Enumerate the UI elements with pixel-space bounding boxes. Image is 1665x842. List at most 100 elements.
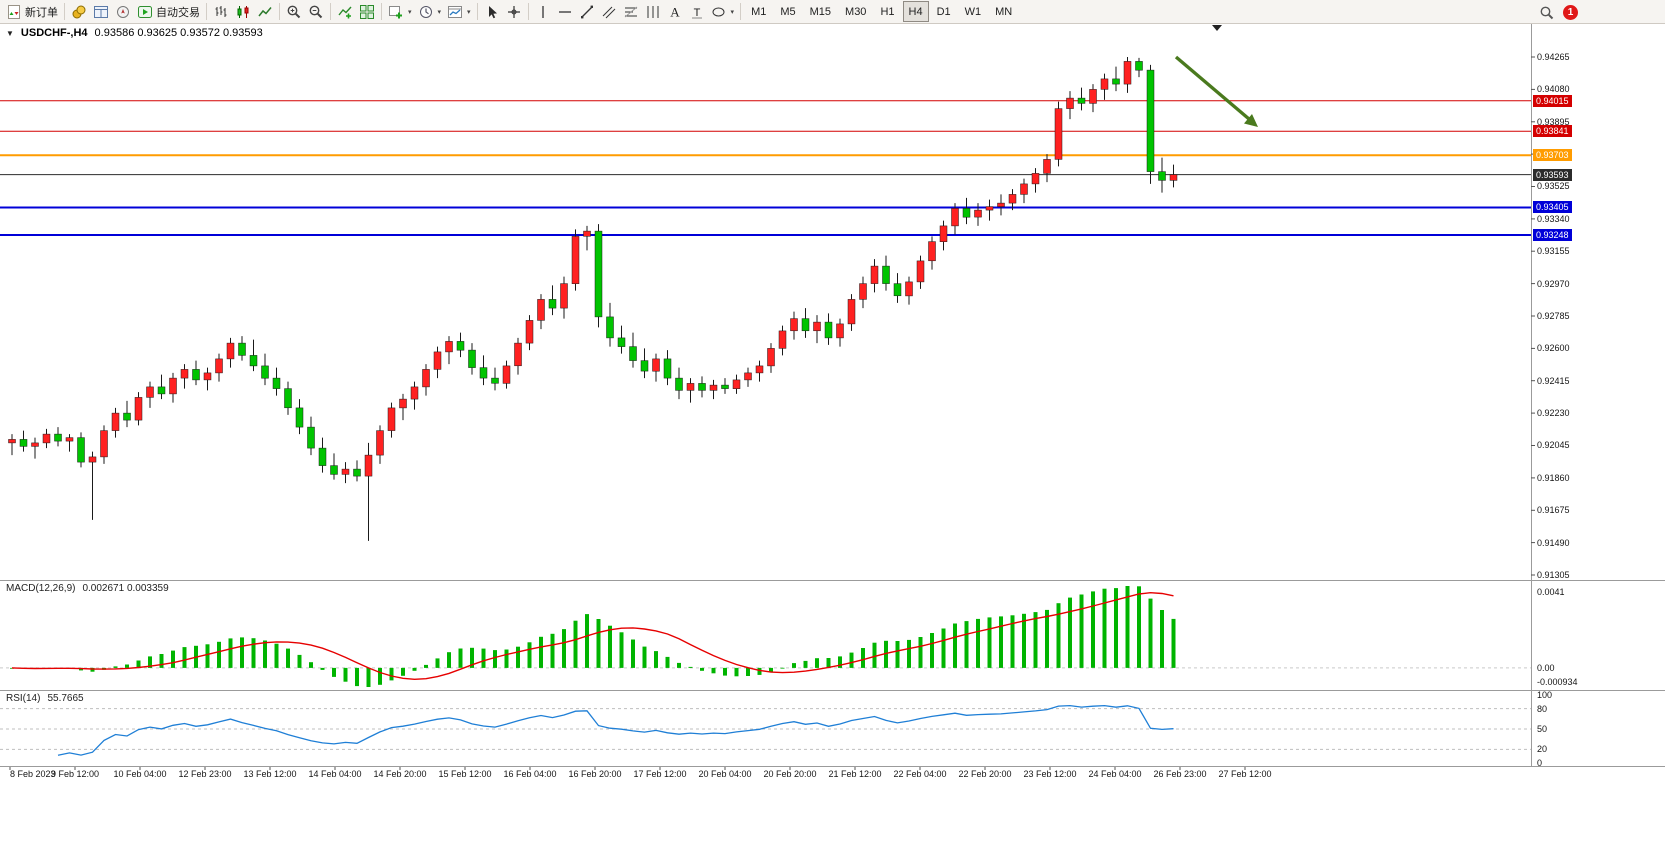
timeframe-group: M1 M5 M15 M30 H1 H4 D1 W1 MN <box>744 1 1019 22</box>
notification-badge[interactable]: 1 <box>1563 5 1578 20</box>
data-window-icon <box>93 4 109 20</box>
new-order-button[interactable]: 新订单 <box>3 1 61 22</box>
trendline-tool-button[interactable] <box>576 1 598 22</box>
indicators-icon <box>337 4 353 20</box>
line-chart-button[interactable] <box>254 1 276 22</box>
zoom-out-icon <box>308 4 324 20</box>
add-indicator-icon <box>388 4 404 20</box>
trendline-icon <box>579 4 595 20</box>
indicators-button[interactable] <box>334 1 356 22</box>
market-watch-icon <box>71 4 87 20</box>
template-button[interactable]: ▾ <box>444 1 474 22</box>
tile-windows-button[interactable] <box>356 1 378 22</box>
vertical-line-icon <box>535 4 551 20</box>
cycle-lines-tool-button[interactable] <box>642 1 664 22</box>
timeframe-button-m15[interactable]: M15 <box>809 5 832 18</box>
rsi-name: RSI(14) <box>6 693 41 704</box>
navigator-icon <box>115 4 131 20</box>
toolbar-right-group: 1 <box>1536 2 1578 23</box>
tile-windows-icon <box>359 4 375 20</box>
macd-label: MACD(12,26,9) 0.002671 0.003359 <box>6 583 169 594</box>
zoom-out-button[interactable] <box>305 1 327 22</box>
timeframe-button-h4[interactable]: H4 <box>902 1 929 22</box>
new-order-icon <box>6 4 22 20</box>
toolbar-separator <box>476 3 478 20</box>
toolbar-separator <box>740 3 742 20</box>
price-badge-support[interactable]: 0.93248 <box>1533 229 1572 241</box>
chart-ohlc-values: 0.93586 0.93625 0.93572 0.93593 <box>94 27 263 39</box>
timeframe-button-m30[interactable]: M30 <box>845 5 867 18</box>
clock-icon <box>418 4 434 20</box>
shapes-icon <box>711 4 727 20</box>
svg-text:T: T <box>693 7 700 19</box>
macd-values: 0.002671 0.003359 <box>82 583 169 594</box>
period-selector-button[interactable]: ▾ <box>415 1 445 22</box>
template-icon <box>447 4 463 20</box>
label-tool-button[interactable]: T <box>686 1 708 22</box>
toolbar-separator <box>330 3 331 20</box>
r si-label: RSI(14) 55.7665 <box>6 693 84 704</box>
bar-chart-button[interactable] <box>210 1 232 22</box>
search-icon <box>1539 5 1555 21</box>
rsi-value: 55.7665 <box>47 693 84 704</box>
chart-collapse-icon[interactable]: ▼ <box>6 28 14 38</box>
toolbar-separator <box>206 3 207 20</box>
line-chart-icon <box>257 4 273 20</box>
add-indicator-button[interactable]: ▾ <box>385 1 415 22</box>
toolbar-separator <box>527 3 529 20</box>
data-window-button[interactable] <box>90 1 112 22</box>
timeframe-button-d1[interactable]: D1 <box>936 5 951 18</box>
chevron-down-icon: ▾ <box>467 8 471 16</box>
cursor-icon <box>484 4 500 20</box>
zoom-in-button[interactable] <box>283 1 305 22</box>
vertical-line-tool-button[interactable] <box>532 1 554 22</box>
candlestick-chart-icon <box>235 4 251 20</box>
chevron-down-icon: ▾ <box>408 8 412 16</box>
timeframe-button-mn[interactable]: MN <box>995 5 1013 18</box>
chart-symbol-period: USDCHF-,H4 <box>20 27 88 39</box>
channel-icon <box>601 4 617 20</box>
autotrading-label: 自动交易 <box>156 6 200 19</box>
search-button[interactable] <box>1536 2 1558 23</box>
price-badge-support[interactable]: 0.93405 <box>1533 201 1572 213</box>
chart-shift-marker <box>1212 25 1222 31</box>
bar-chart-icon <box>213 4 229 20</box>
autotrading-button[interactable]: 自动交易 <box>134 1 203 22</box>
autotrading-icon <box>137 4 153 20</box>
timeframe-button-h1[interactable]: H1 <box>880 5 895 18</box>
new-order-label: 新订单 <box>25 6 58 19</box>
channel-tool-button[interactable] <box>598 1 620 22</box>
price-badge-resistance[interactable]: 0.93841 <box>1533 125 1572 137</box>
timeframe-button-w1[interactable]: W1 <box>964 5 982 18</box>
toolbar-separator <box>64 3 65 20</box>
fibonacci-tool-button[interactable] <box>620 1 642 22</box>
candlestick-chart-button[interactable] <box>232 1 254 22</box>
macd-name: MACD(12,26,9) <box>6 583 76 594</box>
market-watch-button[interactable] <box>68 1 90 22</box>
crosshair-tool-button[interactable] <box>503 1 525 22</box>
cycle-lines-icon <box>645 4 661 20</box>
price-badge-pivot[interactable]: 0.93703 <box>1533 149 1572 161</box>
fibonacci-icon <box>623 4 639 20</box>
chevron-down-icon: ▾ <box>437 8 442 16</box>
text-tool-button[interactable]: A <box>664 1 686 22</box>
horizontal-line-tool-button[interactable] <box>554 1 576 22</box>
timeframe-button-m5[interactable]: M5 <box>780 5 796 18</box>
chevron-down-icon: ▾ <box>730 8 735 16</box>
chart-title: ▼ USDCHF-,H4 0.93586 0.93625 0.93572 0.9… <box>6 27 263 39</box>
shapes-tool-button[interactable]: ▾ <box>708 1 738 22</box>
text-tool-icon: A <box>667 4 683 20</box>
svg-text:A: A <box>670 4 680 19</box>
toolbar-separator <box>381 3 382 20</box>
cursor-tool-button[interactable] <box>481 1 503 22</box>
toolbar-separator <box>279 3 280 20</box>
zoom-in-icon <box>286 4 302 20</box>
price-badge-current-price[interactable]: 0.93593 <box>1533 169 1572 181</box>
navigator-button[interactable] <box>112 1 134 22</box>
price-badge-resistance[interactable]: 0.94015 <box>1533 95 1572 107</box>
timeframe-button-m1[interactable]: M1 <box>751 5 767 18</box>
top-toolbar: 新订单 自动交易 ▾ ▾ ▾ A T ▾ M1 M5 M15 M30 H1 H4 D1 W1 M… <box>0 0 1665 24</box>
horizontal-line-icon <box>557 4 573 20</box>
crosshair-icon <box>506 4 522 20</box>
